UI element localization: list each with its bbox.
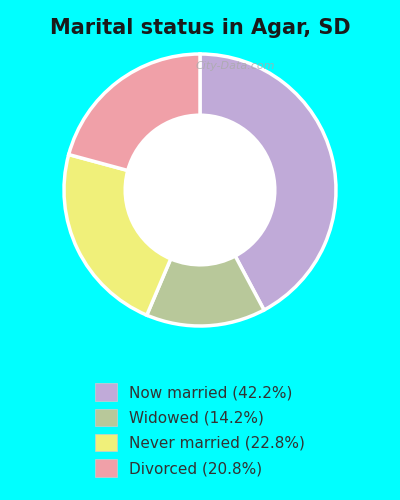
Text: City-Data.com: City-Data.com (195, 61, 275, 71)
Wedge shape (200, 54, 336, 310)
Wedge shape (147, 256, 264, 326)
Wedge shape (69, 54, 200, 170)
Legend: Now married (42.2%), Widowed (14.2%), Never married (22.8%), Divorced (20.8%): Now married (42.2%), Widowed (14.2%), Ne… (95, 383, 305, 477)
Text: Marital status in Agar, SD: Marital status in Agar, SD (50, 18, 350, 38)
Circle shape (125, 115, 275, 265)
Wedge shape (64, 154, 171, 315)
